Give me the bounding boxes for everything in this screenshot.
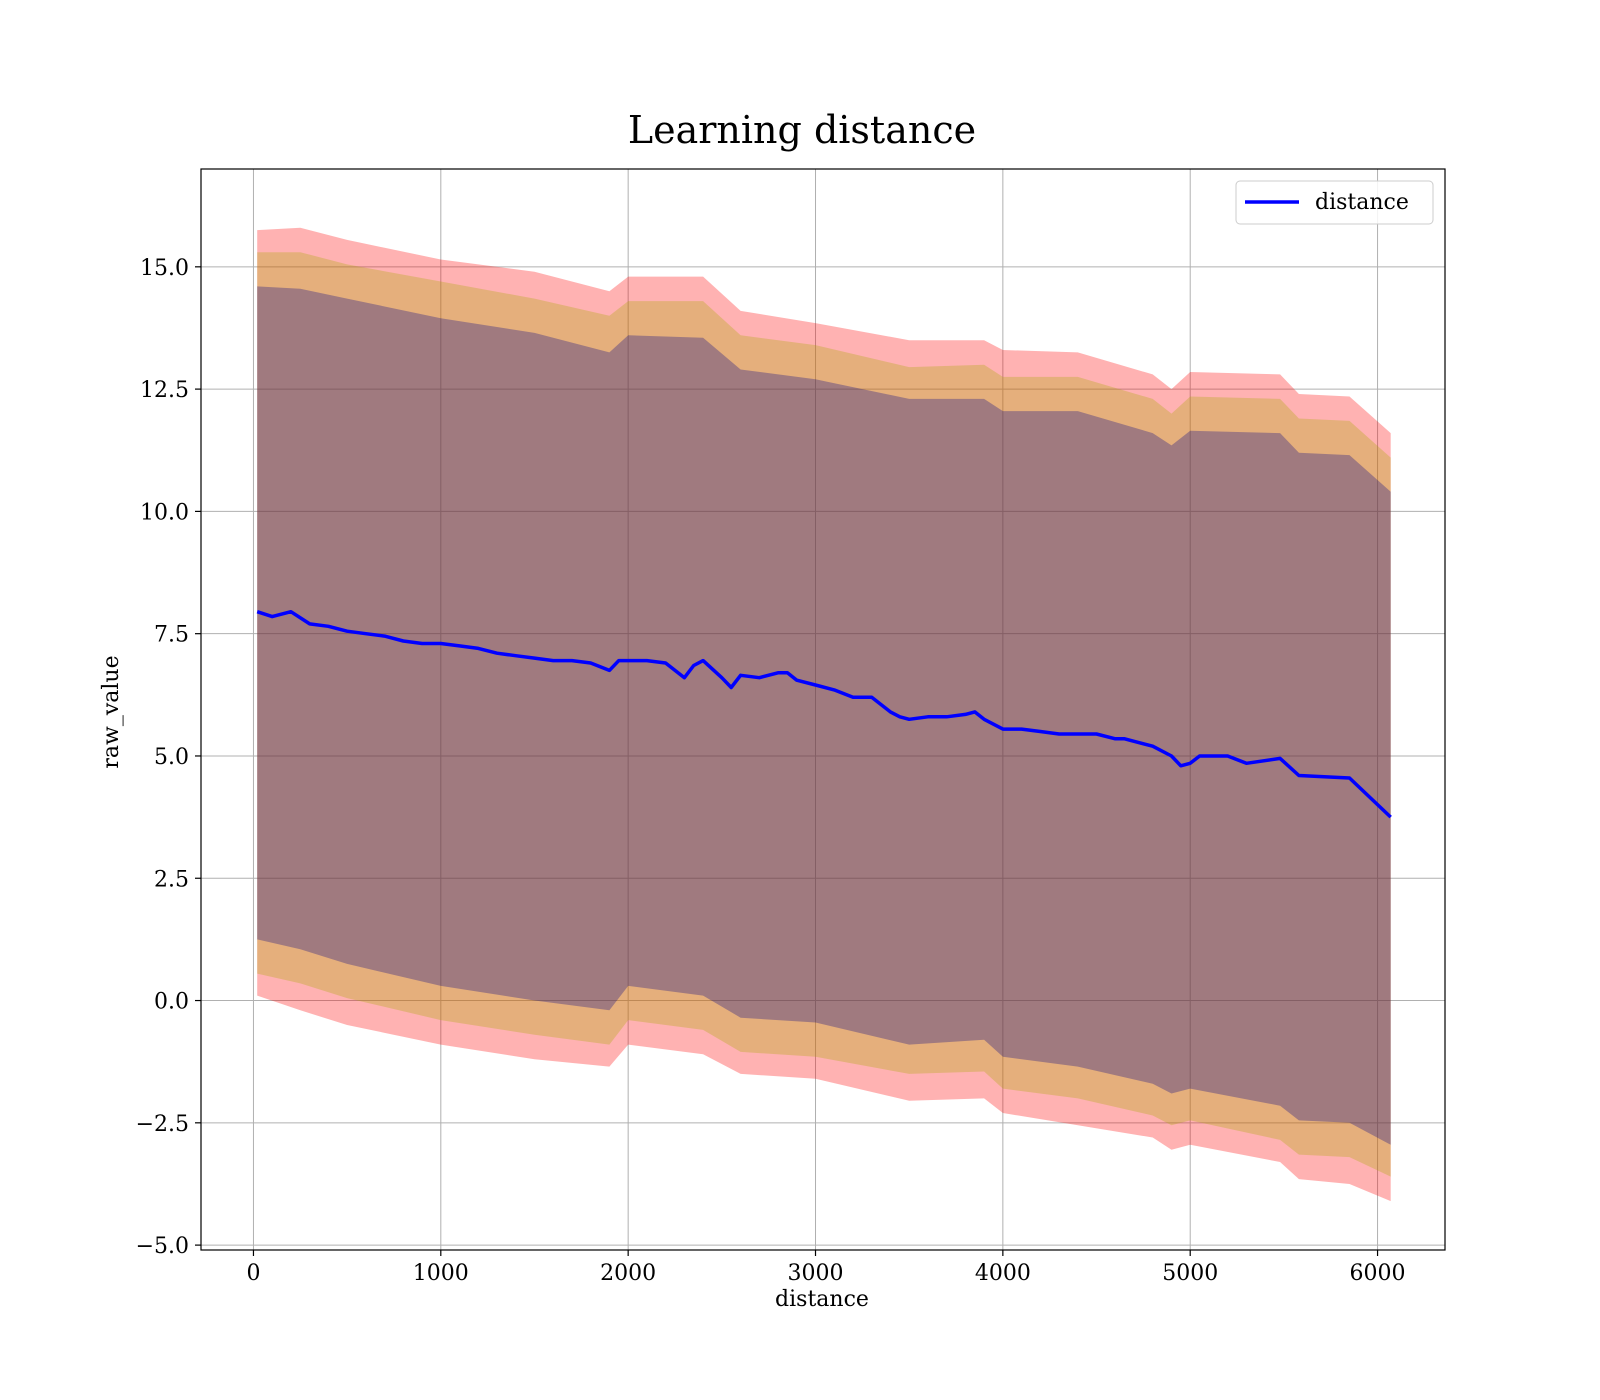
legend: distance (1235, 180, 1434, 225)
y-axis-ticks: −5.0 −2.5 0.0 2.5 5.0 7.5 10.0 12.5 15.0 (136, 256, 201, 1259)
series-line-0 (256, 609, 1392, 819)
y-tick-label-4: 5.0 (154, 745, 189, 770)
grid (201, 169, 1445, 1250)
x-tick-label-4: 4000 (975, 1261, 1031, 1286)
y-tick-label-2: 0.0 (154, 990, 189, 1015)
x-tick-label-2: 2000 (600, 1261, 656, 1286)
x-tick-label-3: 3000 (788, 1261, 844, 1286)
band-1 (257, 252, 1391, 1177)
chart-title: Learning distance (628, 108, 976, 152)
confidence-bands (257, 227, 1391, 1202)
y-tick-label-7: 12.5 (140, 378, 189, 403)
y-tick-label-0: −5.0 (136, 1234, 189, 1259)
legend-label-0: distance (1315, 190, 1409, 215)
x-axis-ticks: 0 1000 2000 3000 4000 5000 6000 (246, 1250, 1406, 1286)
x-tick-label-6: 6000 (1350, 1261, 1406, 1286)
band-2 (257, 286, 1391, 1145)
series-lines (256, 609, 1392, 819)
x-tick-label-5: 5000 (1162, 1261, 1218, 1286)
y-tick-label-8: 15.0 (140, 256, 189, 281)
y-tick-label-3: 2.5 (154, 867, 189, 892)
legend-box (1235, 180, 1434, 225)
band-0 (257, 227, 1391, 1202)
x-tick-label-0: 0 (246, 1261, 260, 1286)
x-tick-label-1: 1000 (413, 1261, 469, 1286)
y-tick-label-6: 10.0 (140, 500, 189, 525)
y-axis-label: raw_value (99, 655, 124, 768)
y-tick-label-1: −2.5 (136, 1112, 189, 1137)
x-axis-label: distance (775, 1287, 869, 1312)
plot-frame (200, 168, 1446, 1251)
y-tick-label-5: 7.5 (154, 623, 189, 648)
